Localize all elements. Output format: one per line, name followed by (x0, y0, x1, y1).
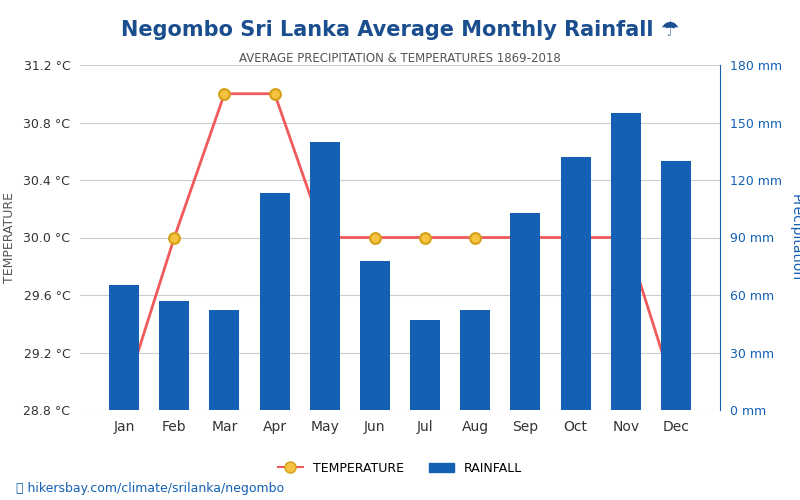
Bar (259, 194, 290, 410)
Point (619, 234, 632, 241)
Text: AVERAGE PRECIPITATION & TEMPERATURES 1869-2018: AVERAGE PRECIPITATION & TEMPERATURES 186… (239, 52, 561, 66)
Bar (460, 310, 490, 410)
Text: 📍 hikersbay.com/climate/srilanka/negombo: 📍 hikersbay.com/climate/srilanka/negombo (16, 482, 284, 495)
Point (318, 234, 331, 241)
Point (519, 234, 532, 241)
Bar (159, 300, 190, 410)
Bar (610, 113, 641, 410)
Bar (360, 260, 390, 410)
Bar (510, 212, 541, 410)
Bar (661, 161, 691, 410)
Text: Negombo Sri Lanka Average Monthly Rainfall ☂: Negombo Sri Lanka Average Monthly Rainfa… (121, 20, 679, 40)
Point (118, 392, 130, 400)
Bar (410, 320, 440, 410)
Point (268, 90, 281, 98)
Point (369, 234, 382, 241)
Point (670, 392, 682, 400)
Point (569, 234, 582, 241)
Y-axis label: Precipitation: Precipitation (789, 194, 800, 281)
Bar (561, 157, 590, 410)
Bar (210, 310, 239, 410)
Point (469, 234, 482, 241)
Point (418, 234, 431, 241)
Point (218, 90, 231, 98)
Point (168, 234, 181, 241)
Bar (310, 142, 340, 410)
Y-axis label: TEMPERATURE: TEMPERATURE (3, 192, 16, 283)
Bar (109, 286, 139, 410)
Legend: TEMPERATURE, RAINFALL: TEMPERATURE, RAINFALL (273, 456, 527, 479)
